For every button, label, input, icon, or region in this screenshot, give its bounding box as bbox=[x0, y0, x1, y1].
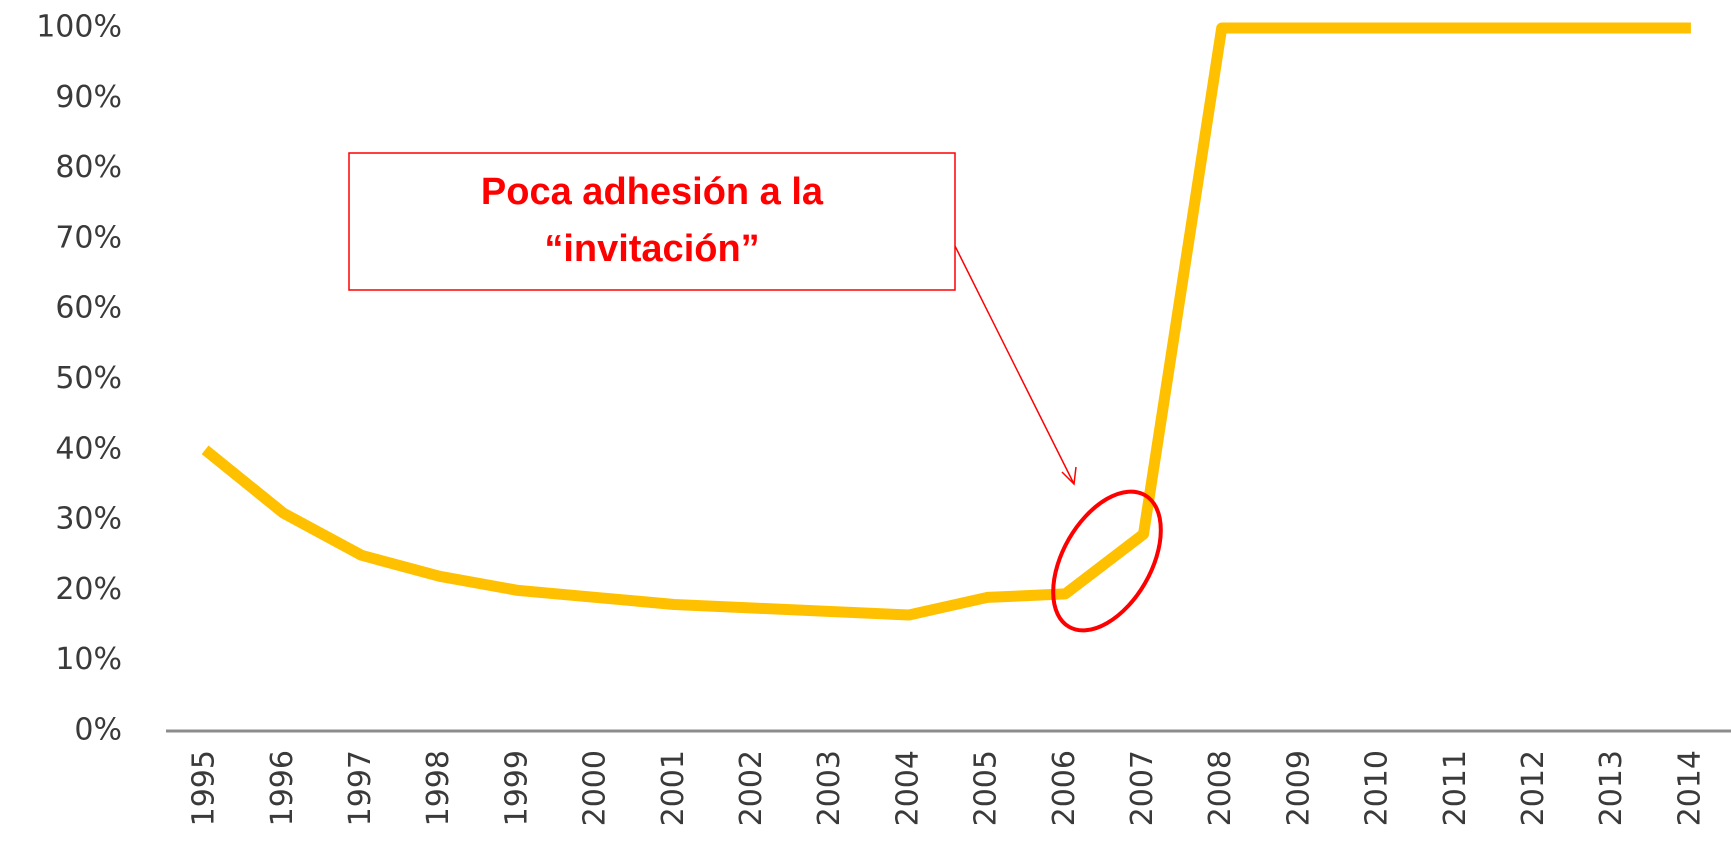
x-tick-label: 2009 bbox=[1281, 750, 1316, 826]
y-tick-label: 20% bbox=[55, 572, 122, 607]
x-tick-label: 2008 bbox=[1203, 750, 1238, 826]
y-tick-label: 40% bbox=[55, 431, 122, 466]
x-tick-label: 2000 bbox=[578, 750, 613, 826]
y-tick-label: 10% bbox=[55, 642, 122, 677]
x-tick-label: 2003 bbox=[812, 750, 847, 826]
annotation-arrow bbox=[954, 245, 1075, 485]
x-tick-label: 2002 bbox=[734, 750, 769, 826]
y-tick-label: 60% bbox=[55, 291, 122, 326]
annotation-box bbox=[348, 152, 956, 291]
x-tick-label: 1995 bbox=[187, 750, 222, 826]
x-tick-label: 2014 bbox=[1672, 750, 1707, 826]
annotation-text: “invitación” bbox=[544, 228, 759, 270]
x-tick-label: 2004 bbox=[890, 750, 925, 826]
x-tick-label: 2011 bbox=[1438, 750, 1473, 826]
x-tick-label: 2012 bbox=[1516, 750, 1551, 826]
x-tick-label: 2005 bbox=[969, 750, 1004, 826]
x-tick-label: 2001 bbox=[656, 750, 691, 826]
x-tick-label: 1996 bbox=[265, 750, 300, 826]
y-tick-label: 80% bbox=[55, 150, 122, 185]
line bbox=[201, 22, 1691, 621]
x-tick-label: 1997 bbox=[343, 750, 378, 826]
y-tick-label: 50% bbox=[55, 361, 122, 396]
arrow-head bbox=[1061, 466, 1077, 486]
y-tick-label: 0% bbox=[74, 713, 122, 748]
y-tick-label: 100% bbox=[36, 10, 122, 45]
annotation-ellipse bbox=[1051, 489, 1163, 633]
x-tick-label: 2010 bbox=[1360, 750, 1395, 826]
annotation-text: Poca adhesión a la bbox=[481, 171, 824, 213]
x-tick-label: 2007 bbox=[1125, 750, 1160, 826]
x-tick-label: 1999 bbox=[499, 750, 534, 826]
y-tick-label: 30% bbox=[55, 502, 122, 537]
x-tick-label: 2006 bbox=[1047, 750, 1082, 826]
y-tick-label: 90% bbox=[55, 80, 122, 115]
x-tick-label: 2013 bbox=[1594, 750, 1629, 826]
x-tick-label: 1998 bbox=[421, 750, 456, 826]
y-tick-label: 70% bbox=[55, 220, 122, 255]
